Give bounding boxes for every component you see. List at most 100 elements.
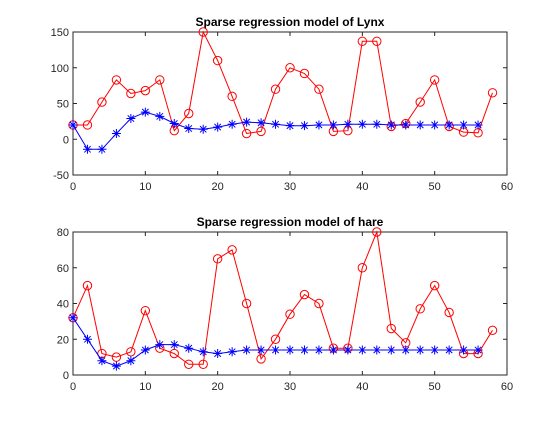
y-tick-label: 0 <box>63 370 69 382</box>
x-tick-label: 0 <box>70 381 76 393</box>
x-tick-label: 0 <box>70 181 76 193</box>
data-point <box>430 345 440 355</box>
data-point <box>82 120 93 130</box>
y-tick-label: 150 <box>51 27 69 39</box>
data-point <box>82 280 93 291</box>
data-point <box>140 85 151 96</box>
data-point <box>270 334 281 344</box>
data-point <box>386 120 396 130</box>
data-point <box>299 345 309 355</box>
data-point <box>343 119 353 129</box>
data-point <box>169 348 179 359</box>
data-point <box>242 345 252 355</box>
x-tick-label: 50 <box>429 181 441 193</box>
data-point <box>328 345 338 355</box>
y-tick-label: 40 <box>57 299 69 311</box>
data-point <box>155 75 165 85</box>
data-point <box>444 345 454 355</box>
series-1 <box>68 27 498 139</box>
data-point <box>444 307 454 318</box>
data-point <box>415 304 425 314</box>
data-point <box>126 114 136 124</box>
y-tick-label: 80 <box>57 227 69 239</box>
chart-panel-2: 0 10 20 30 40 50 60 0 20 40 60 80 Sparse regression … <box>57 215 513 393</box>
series-2 <box>68 313 483 371</box>
x-tick-label: 20 <box>212 381 224 393</box>
data-point <box>314 84 324 94</box>
data-point <box>227 91 237 102</box>
data-point <box>328 120 338 130</box>
x-tick-label: 10 <box>139 381 151 393</box>
chart-title: Sparse regression model of Lynx <box>196 15 385 29</box>
data-point <box>169 340 179 350</box>
data-point <box>111 361 121 371</box>
data-point <box>299 121 309 131</box>
data-point <box>285 345 295 355</box>
x-tick-label: 40 <box>356 181 368 193</box>
y-tick-label: 60 <box>57 263 69 275</box>
data-point <box>126 88 136 99</box>
data-point <box>169 119 179 129</box>
data-point <box>82 334 92 344</box>
y-tick-label: 20 <box>57 334 69 346</box>
data-point <box>285 121 295 131</box>
data-point <box>227 245 237 255</box>
data-point <box>487 88 498 98</box>
data-point <box>184 124 194 134</box>
data-point <box>198 347 208 357</box>
data-point <box>126 356 136 366</box>
data-point <box>256 354 266 364</box>
data-point <box>184 108 194 119</box>
data-point <box>97 356 107 366</box>
data-point <box>314 345 324 355</box>
data-point <box>68 313 78 323</box>
data-point <box>270 84 281 94</box>
data-point <box>111 352 122 362</box>
data-point <box>285 63 295 73</box>
data-point <box>473 345 483 355</box>
data-point <box>111 75 122 85</box>
data-point <box>415 120 425 130</box>
y-tick-label: 50 <box>57 99 69 111</box>
data-point <box>386 323 396 334</box>
data-point <box>401 345 411 355</box>
data-point <box>271 345 281 355</box>
data-point <box>372 36 382 46</box>
data-point <box>97 144 107 154</box>
data-point <box>213 349 223 359</box>
data-point <box>343 345 353 355</box>
data-point <box>227 347 237 357</box>
data-point <box>198 27 208 37</box>
plot-area <box>72 31 508 176</box>
data-point <box>459 345 469 355</box>
data-point <box>126 347 136 357</box>
data-point <box>372 227 382 237</box>
data-point <box>155 340 165 350</box>
data-point <box>184 343 194 353</box>
data-point <box>430 120 440 130</box>
x-tick-label: 60 <box>501 381 513 393</box>
data-point <box>198 359 208 369</box>
data-point <box>415 97 425 107</box>
x-tick-label: 50 <box>429 381 441 393</box>
data-point <box>256 118 266 128</box>
x-tick-label: 10 <box>139 181 151 193</box>
y-tick-label: -50 <box>53 170 69 182</box>
data-point <box>314 120 324 130</box>
data-point <box>372 345 382 355</box>
data-point <box>242 117 252 127</box>
data-point <box>357 263 368 273</box>
x-tick-label: 30 <box>284 381 296 393</box>
data-point <box>140 305 151 316</box>
data-point <box>372 119 382 129</box>
series-2 <box>68 107 483 154</box>
data-point <box>155 111 165 121</box>
data-point <box>212 254 223 264</box>
data-point <box>386 345 396 355</box>
x-tick-label: 40 <box>356 381 368 393</box>
data-point <box>357 36 368 46</box>
x-tick-label: 60 <box>501 181 513 193</box>
data-point <box>68 120 78 130</box>
